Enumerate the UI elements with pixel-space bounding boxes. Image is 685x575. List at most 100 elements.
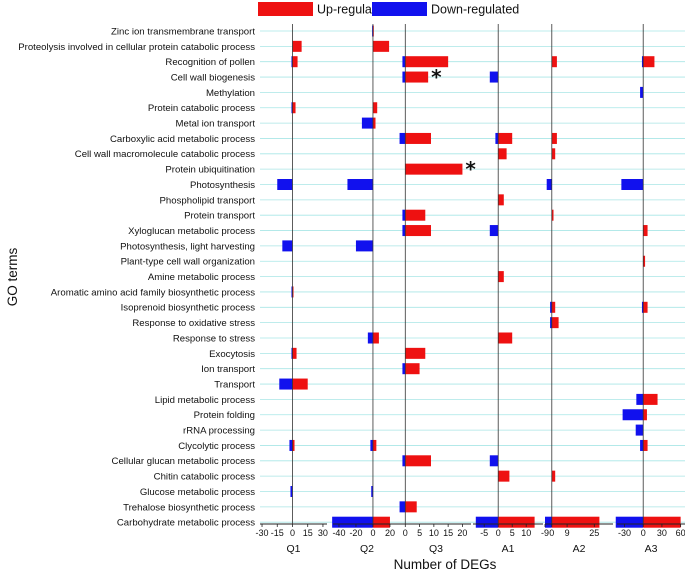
bar-down [290, 486, 293, 497]
bar-up [643, 301, 648, 313]
category-label: Amine metabolic process [148, 272, 255, 283]
bar-down [640, 439, 644, 451]
category-labels: Zinc ion transmembrane transport Proteoly… [18, 26, 255, 528]
bar-down [282, 240, 293, 252]
bar-down [370, 439, 373, 451]
x-tick-label: 60 [676, 528, 685, 538]
bar-down [367, 332, 373, 344]
bar-up [643, 393, 658, 405]
bar-down [347, 179, 373, 190]
bar-down [291, 102, 293, 114]
category-label: Isoprenoid biosynthetic process [121, 303, 256, 314]
bar-up [643, 409, 647, 421]
bar-down [289, 439, 293, 451]
x-tick-label: 10 [521, 528, 531, 538]
bar-down [489, 225, 499, 237]
bar-up [405, 455, 431, 467]
category-label: Photosynthesis, light harvesting [120, 241, 255, 252]
bar-down [372, 25, 373, 37]
category-label: Proteolysis involved in cellular protein… [18, 42, 255, 53]
panel-label: Q2 [360, 543, 374, 555]
bar-up [498, 516, 535, 528]
bar-down [361, 117, 373, 129]
panel-label: Q1 [286, 543, 300, 555]
category-label: Response to oxidative stress [132, 318, 255, 329]
category-label: Protein catabolic process [148, 103, 255, 114]
x-tick-label: 15 [443, 528, 453, 538]
category-label: Phospholipid transport [160, 195, 256, 206]
bar-up [405, 225, 431, 237]
bar-down [291, 347, 293, 359]
category-label: Aromatic amino acid family biosynthetic … [51, 287, 255, 298]
category-label: Transport [214, 379, 255, 390]
x-tick-label: 30 [318, 528, 328, 538]
legend-down-label: Down-regulated [431, 3, 519, 17]
bar-up [372, 40, 390, 52]
bar-down [550, 301, 552, 313]
category-label: Cell wall macromolecule catabolic proces… [75, 149, 255, 160]
x-tick-label: -20 [349, 528, 362, 538]
category-label: Lipid metabolic process [155, 395, 255, 406]
bar-up [551, 470, 556, 482]
bar-down [277, 179, 293, 190]
category-label: Protein ubiquitination [165, 165, 255, 176]
bar-down [291, 56, 293, 68]
bar-up [643, 225, 648, 237]
bar-down [402, 225, 406, 237]
bar-up [643, 255, 646, 267]
bar-up [405, 501, 417, 513]
x-tick-label: 5 [510, 528, 515, 538]
x-tick-label: 0 [370, 528, 375, 538]
bar-down [371, 486, 373, 497]
category-label: Protein transport [184, 211, 255, 222]
grid-layer [260, 30, 685, 523]
bar-down [355, 240, 373, 252]
category-label: Ion transport [201, 364, 255, 375]
bar-up [292, 347, 297, 359]
category-label: Glucose metabolic process [140, 487, 255, 498]
category-label: Trehalose biosynthetic process [123, 502, 255, 513]
bar-down [402, 71, 406, 83]
category-label: Zinc ion transmembrane transport [111, 26, 255, 37]
x-tick-label: 10 [429, 528, 439, 538]
category-label: Protein folding [194, 410, 255, 421]
bar-down [332, 516, 373, 528]
bar-up [498, 132, 513, 144]
bar-down [402, 209, 406, 221]
bar-down [545, 516, 552, 528]
bar-up [372, 439, 377, 451]
category-label: Carboxylic acid metabolic process [110, 134, 255, 145]
y-axis-title: GO terms [5, 248, 20, 307]
legend: Up-regulated Down-regulated [258, 2, 519, 17]
bar-up [292, 40, 302, 52]
panel-label: A3 [645, 543, 658, 555]
bar-up [551, 317, 559, 329]
bar-up [551, 148, 556, 160]
bar-down [291, 286, 293, 298]
category-label: Plant-type cell wall organization [121, 257, 255, 268]
bar-up [292, 286, 294, 298]
bar-up [498, 194, 504, 206]
significance-star: * [465, 157, 476, 181]
bar-up [292, 56, 298, 68]
bar-up [551, 516, 600, 528]
panel-label: A2 [573, 543, 586, 555]
bar-up [372, 102, 378, 114]
x-tick-label: 30 [657, 528, 667, 538]
significance-star: * [431, 65, 442, 89]
bar-down [641, 301, 644, 313]
bar-up [405, 209, 426, 221]
x-tick-label: -30 [618, 528, 631, 538]
x-tick-label: 9 [565, 528, 570, 538]
x-tick-label: 0 [496, 528, 501, 538]
bar-up [498, 332, 513, 344]
bar-down [635, 424, 644, 436]
category-label: Chitin catabolic process [154, 472, 256, 483]
bar-down [640, 86, 644, 98]
bar-up [551, 301, 556, 313]
category-label: Cell wall biogenesis [171, 72, 255, 83]
category-label: Recognition of pollen [165, 57, 255, 68]
bar-up [292, 102, 296, 114]
category-label: Exocytosis [209, 349, 255, 360]
